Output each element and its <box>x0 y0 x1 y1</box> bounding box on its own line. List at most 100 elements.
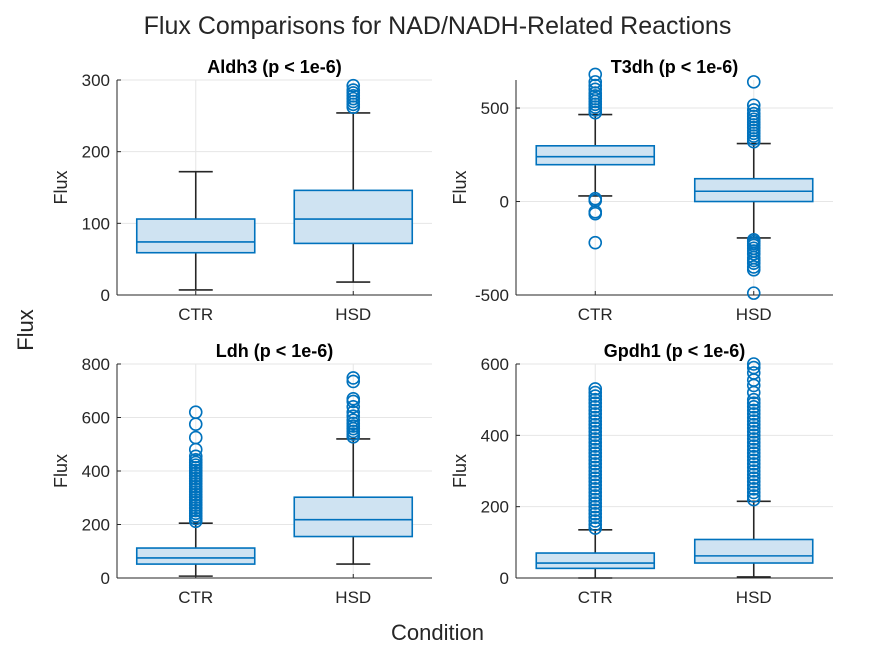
outlier-point <box>746 392 761 407</box>
box-iqr-hsd <box>293 496 414 538</box>
x-tick-label: HSD <box>736 588 772 607</box>
outlier-point <box>746 417 761 432</box>
x-tick-label: CTR <box>578 305 613 324</box>
outlier-point <box>588 506 603 521</box>
panel-gpdh1: 0 200 400 600 CTR HSD Gpdh1 (p < 1e-6) Flux <box>450 341 833 607</box>
y-tick-label: 0 <box>101 286 110 305</box>
outlier-point <box>746 360 761 375</box>
y-axis-label: Flux <box>450 454 470 488</box>
y-tick-label: 400 <box>82 462 110 481</box>
outlier-point <box>188 449 203 464</box>
outlier-point <box>346 405 361 419</box>
outlier-point <box>588 439 603 453</box>
outlier-point <box>588 510 603 525</box>
outlier-point <box>588 474 603 489</box>
y-tick-label: 600 <box>481 355 509 374</box>
outlier-point <box>346 399 361 414</box>
outlier-point <box>746 449 761 464</box>
outlier-point <box>588 492 603 507</box>
y-tick-label: 200 <box>481 498 509 517</box>
outlier-point <box>746 75 761 89</box>
outlier-point <box>588 414 603 428</box>
outlier-point <box>588 392 603 407</box>
outlier-point <box>588 496 603 510</box>
outlier-point <box>588 467 603 482</box>
box-iqr-hsd <box>693 177 814 203</box>
outlier-point <box>746 485 761 500</box>
x-tick-label: HSD <box>335 588 371 607</box>
outlier-point <box>746 460 761 475</box>
outlier-point <box>588 206 603 221</box>
outlier-point <box>588 482 603 496</box>
y-tick-label: 200 <box>82 516 110 535</box>
outlier-point <box>746 414 761 428</box>
y-axis-label: Flux <box>450 170 470 204</box>
x-tick-label: CTR <box>578 588 613 607</box>
box-iqr-ctr <box>135 547 256 565</box>
outlier-point <box>588 442 603 457</box>
outlier-point <box>746 256 761 271</box>
outlier-point <box>588 478 603 493</box>
outlier-point <box>588 435 603 450</box>
outlier-point <box>588 485 603 500</box>
outlier-point <box>588 399 603 414</box>
outlier-point <box>746 103 761 117</box>
outlier-point <box>746 467 761 482</box>
y-tick-label: 0 <box>500 569 509 588</box>
outlier-point <box>346 391 361 406</box>
outlier-point <box>588 67 603 82</box>
outlier-point <box>588 517 603 532</box>
outlier-point <box>746 410 761 425</box>
outlier-point <box>188 430 203 445</box>
outlier-point <box>746 421 761 436</box>
outlier-point <box>346 413 361 427</box>
outlier-point <box>588 499 603 514</box>
outlier-point <box>588 449 603 464</box>
outlier-point <box>588 471 603 485</box>
box-iqr-ctr <box>535 145 656 166</box>
subplot-title: Ldh (p < 1e-6) <box>216 341 334 361</box>
outlier-point <box>746 432 761 446</box>
outlier-point <box>746 428 761 443</box>
outlier-point <box>746 286 761 300</box>
outlier-point <box>588 82 603 97</box>
outlier-point <box>346 409 361 423</box>
y-tick-label: 800 <box>82 355 110 374</box>
x-tick-label: HSD <box>736 305 772 324</box>
outlier-point <box>588 235 603 250</box>
outlier-point <box>588 75 603 89</box>
outlier-point <box>588 521 603 535</box>
outlier-point <box>746 464 761 478</box>
outlier-point <box>746 442 761 457</box>
outlier-point <box>746 478 761 493</box>
outlier-point <box>746 366 761 380</box>
panel-t3dh: -500 0 500 CTR HSD T3dh (p < 1e-6) Flux <box>450 57 833 324</box>
outlier-point <box>746 457 761 471</box>
outlier-point <box>588 453 603 468</box>
outlier-point <box>588 464 603 478</box>
y-tick-label: -500 <box>475 286 509 305</box>
outlier-point <box>188 405 203 419</box>
outlier-point <box>588 385 603 400</box>
panel-aldh3: 0 100 200 300 CTR HSD Aldh3 (p < 1e-6) Flux <box>51 57 432 324</box>
outlier-point <box>588 432 603 446</box>
outlier-point <box>346 374 361 389</box>
y-tick-label: 600 <box>82 409 110 428</box>
outlier-point <box>746 439 761 453</box>
x-tick-label: CTR <box>178 588 213 607</box>
outlier-point <box>746 446 761 460</box>
outlier-point <box>346 78 361 93</box>
outlier-point <box>588 514 603 528</box>
outlier-point <box>746 98 761 113</box>
box-iqr-hsd <box>293 189 414 245</box>
outlier-point <box>746 247 761 261</box>
outlier-point <box>746 396 761 411</box>
outlier-point <box>746 435 761 450</box>
figure-x-label: Condition <box>391 620 484 645</box>
outlier-point <box>746 424 761 439</box>
outlier-point <box>588 424 603 439</box>
outlier-point <box>746 492 761 507</box>
figure-title: Flux Comparisons for NAD/NADH-Related Re… <box>143 12 732 40</box>
outlier-point <box>588 421 603 436</box>
